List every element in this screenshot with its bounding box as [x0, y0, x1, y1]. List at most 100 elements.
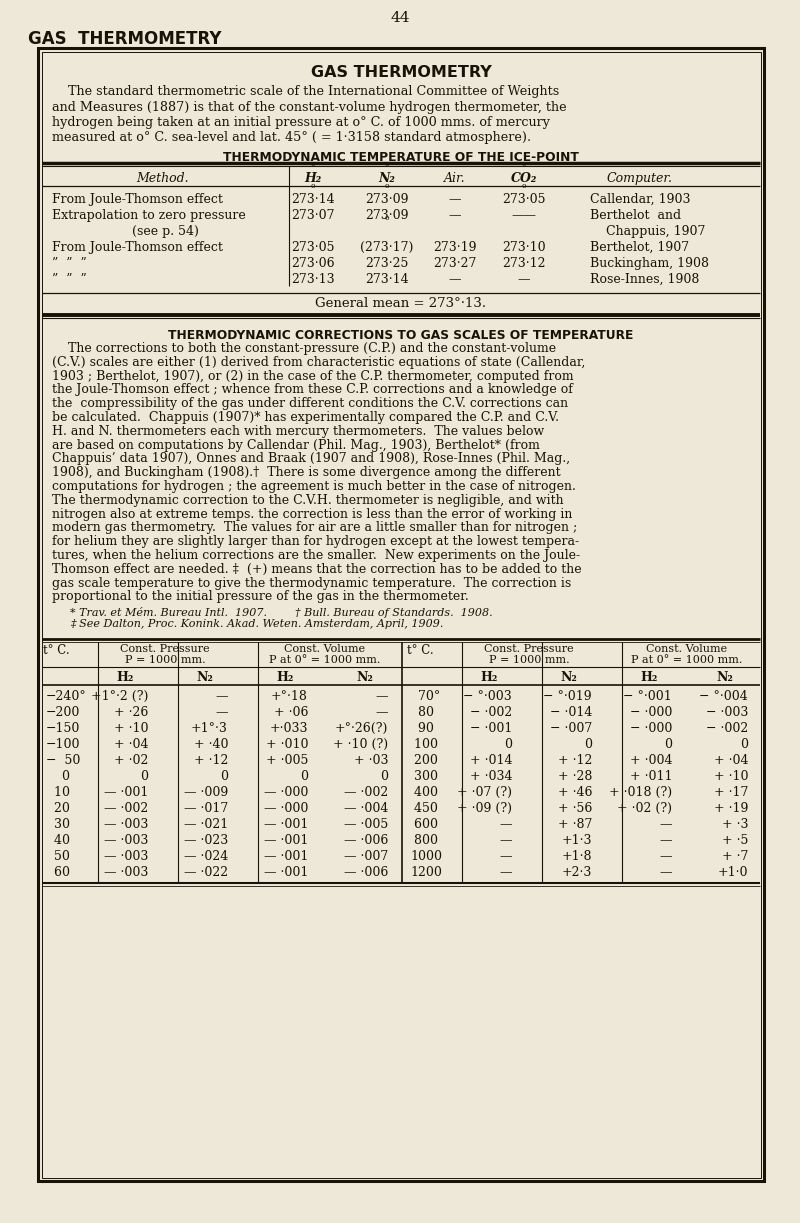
- Text: the  compressibility of the gas under different conditions the C.V. corrections : the compressibility of the gas under dif…: [52, 397, 568, 410]
- Text: — ·024: — ·024: [184, 850, 228, 863]
- Text: — ·009: — ·009: [184, 786, 228, 799]
- Text: o: o: [310, 160, 315, 168]
- Text: − ·003: − ·003: [706, 706, 748, 719]
- Text: — ·022: — ·022: [184, 866, 228, 879]
- Text: H₂: H₂: [640, 671, 658, 684]
- Text: 300: 300: [410, 770, 438, 783]
- Text: —: —: [659, 818, 672, 832]
- Text: —: —: [375, 706, 388, 719]
- Text: 0: 0: [140, 770, 148, 783]
- Text: —: —: [499, 818, 512, 832]
- Text: 200: 200: [410, 755, 438, 767]
- Text: 1200: 1200: [410, 866, 442, 879]
- Text: modern gas thermometry.  The values for air are a little smaller than for nitrog: modern gas thermometry. The values for a…: [52, 521, 578, 534]
- Text: 273·25: 273·25: [366, 257, 409, 270]
- Text: +1·0: +1·0: [718, 866, 748, 879]
- Text: — ·002: — ·002: [344, 786, 388, 799]
- Text: 273·09: 273·09: [366, 209, 409, 223]
- Text: + ·014: + ·014: [470, 755, 512, 767]
- Text: 30: 30: [46, 818, 70, 832]
- Text: hydrogen being taken at an initial pressure at o° C. of 1000 mms. of mercury: hydrogen being taken at an initial press…: [52, 116, 550, 128]
- Text: 70°: 70°: [410, 690, 440, 703]
- Text: — ·001: — ·001: [264, 818, 308, 832]
- Text: 450: 450: [410, 802, 438, 816]
- Text: — ·001: — ·001: [264, 866, 308, 879]
- Text: 1908), and Buckingham (1908).†  There is some divergence among the different: 1908), and Buckingham (1908).† There is …: [52, 466, 561, 479]
- Text: 60: 60: [46, 866, 70, 879]
- Text: 273·06: 273·06: [291, 257, 335, 270]
- Text: − ·000: − ·000: [630, 723, 672, 735]
- Text: — ·006: — ·006: [344, 866, 388, 879]
- Text: + ·011: + ·011: [630, 770, 672, 783]
- Text: o: o: [522, 182, 526, 190]
- Text: the Joule-Thomson effect ; whence from these C.P. corrections and a knowledge of: the Joule-Thomson effect ; whence from t…: [52, 383, 573, 396]
- Text: o: o: [385, 160, 390, 168]
- Text: GAS  THERMOMETRY: GAS THERMOMETRY: [28, 31, 222, 48]
- Text: + ·02 (?): + ·02 (?): [617, 802, 672, 816]
- Text: 273·14: 273·14: [291, 193, 335, 205]
- Text: − ·000: − ·000: [630, 706, 672, 719]
- Text: 273·27: 273·27: [434, 257, 477, 270]
- Text: 273·07: 273·07: [291, 209, 334, 223]
- Text: o: o: [522, 160, 526, 168]
- Text: H₂: H₂: [116, 671, 134, 684]
- Text: Berthelot, 1907: Berthelot, 1907: [590, 241, 689, 254]
- Text: + ·09 (?): + ·09 (?): [457, 802, 512, 816]
- Text: − ·001: − ·001: [470, 723, 512, 735]
- Text: 40: 40: [46, 834, 70, 848]
- Text: N₂: N₂: [717, 671, 734, 684]
- Text: and Measures (1887) is that of the constant-volume hydrogen thermometer, the: and Measures (1887) is that of the const…: [52, 100, 566, 114]
- Text: — ·021: — ·021: [184, 818, 228, 832]
- Text: — ·002: — ·002: [104, 802, 148, 816]
- Text: Buckingham, 1908: Buckingham, 1908: [590, 257, 709, 270]
- Text: + ·04: + ·04: [714, 755, 748, 767]
- Text: (273·17): (273·17): [360, 241, 414, 254]
- Text: − ·014: − ·014: [550, 706, 592, 719]
- Text: General mean = 273°·13.: General mean = 273°·13.: [315, 297, 486, 309]
- Text: 273·12: 273·12: [502, 257, 546, 270]
- Text: 600: 600: [410, 818, 438, 832]
- Text: Extrapolation to zero pressure: Extrapolation to zero pressure: [52, 209, 246, 223]
- Text: computations for hydrogen ; the agreement is much better in the case of nitrogen: computations for hydrogen ; the agreemen…: [52, 479, 576, 493]
- Text: H₂: H₂: [276, 671, 294, 684]
- Text: — ·017: — ·017: [184, 802, 228, 816]
- Text: 273·05: 273·05: [502, 193, 546, 205]
- Text: ‡ See Dalton, Proc. Konink. Akad. Weten. Amsterdam, April, 1909.: ‡ See Dalton, Proc. Konink. Akad. Weten.…: [70, 619, 443, 629]
- Text: — ·000: — ·000: [264, 802, 308, 816]
- Text: 20: 20: [46, 802, 70, 816]
- Text: Callendar, 1903: Callendar, 1903: [590, 193, 690, 205]
- Text: 273·19: 273·19: [434, 241, 477, 254]
- Text: —: —: [449, 273, 462, 286]
- Text: + ·07 (?): + ·07 (?): [457, 786, 512, 799]
- Text: 273·14: 273·14: [365, 273, 409, 286]
- Text: THERMODYNAMIC CORRECTIONS TO GAS SCALES OF TEMPERATURE: THERMODYNAMIC CORRECTIONS TO GAS SCALES …: [168, 329, 634, 342]
- Text: + ·06: + ·06: [274, 706, 308, 719]
- Text: 0: 0: [380, 770, 388, 783]
- Text: + ·87: + ·87: [558, 818, 592, 832]
- Text: + ·03: + ·03: [354, 755, 388, 767]
- Text: —: —: [449, 209, 462, 223]
- Text: — ·001: — ·001: [264, 834, 308, 848]
- Text: The standard thermometric scale of the International Committee of Weights: The standard thermometric scale of the I…: [52, 86, 559, 98]
- Text: The thermodynamic correction to the C.V.H. thermometer is negligible, and with: The thermodynamic correction to the C.V.…: [52, 494, 564, 506]
- Text: for helium they are slightly larger than for hydrogen except at the lowest tempe: for helium they are slightly larger than…: [52, 536, 579, 548]
- Text: t° C.: t° C.: [42, 645, 70, 657]
- Text: N₂: N₂: [561, 671, 578, 684]
- Text: — ·000: — ·000: [264, 786, 308, 799]
- Text: + ·010: + ·010: [266, 739, 308, 751]
- Text: THERMODYNAMIC TEMPERATURE OF THE ICE-POINT: THERMODYNAMIC TEMPERATURE OF THE ICE-POI…: [223, 150, 579, 164]
- Text: + ·02: + ·02: [114, 755, 148, 767]
- Text: —: —: [659, 850, 672, 863]
- Text: + ·004: + ·004: [630, 755, 672, 767]
- Text: − °·001: − °·001: [623, 690, 672, 703]
- Text: Thomson effect are needed. ‡  (+) means that the correction has to be added to t: Thomson effect are needed. ‡ (+) means t…: [52, 563, 582, 576]
- Text: — ·005: — ·005: [344, 818, 388, 832]
- Text: + ·3: + ·3: [722, 818, 748, 832]
- Text: 0: 0: [740, 739, 748, 751]
- Text: — ·006: — ·006: [344, 834, 388, 848]
- Text: −  50: − 50: [46, 755, 80, 767]
- Text: P at 0° = 1000 mm.: P at 0° = 1000 mm.: [270, 656, 381, 665]
- Text: + ·56: + ·56: [558, 802, 592, 816]
- Text: −200: −200: [46, 706, 80, 719]
- Text: — ·003: — ·003: [104, 850, 148, 863]
